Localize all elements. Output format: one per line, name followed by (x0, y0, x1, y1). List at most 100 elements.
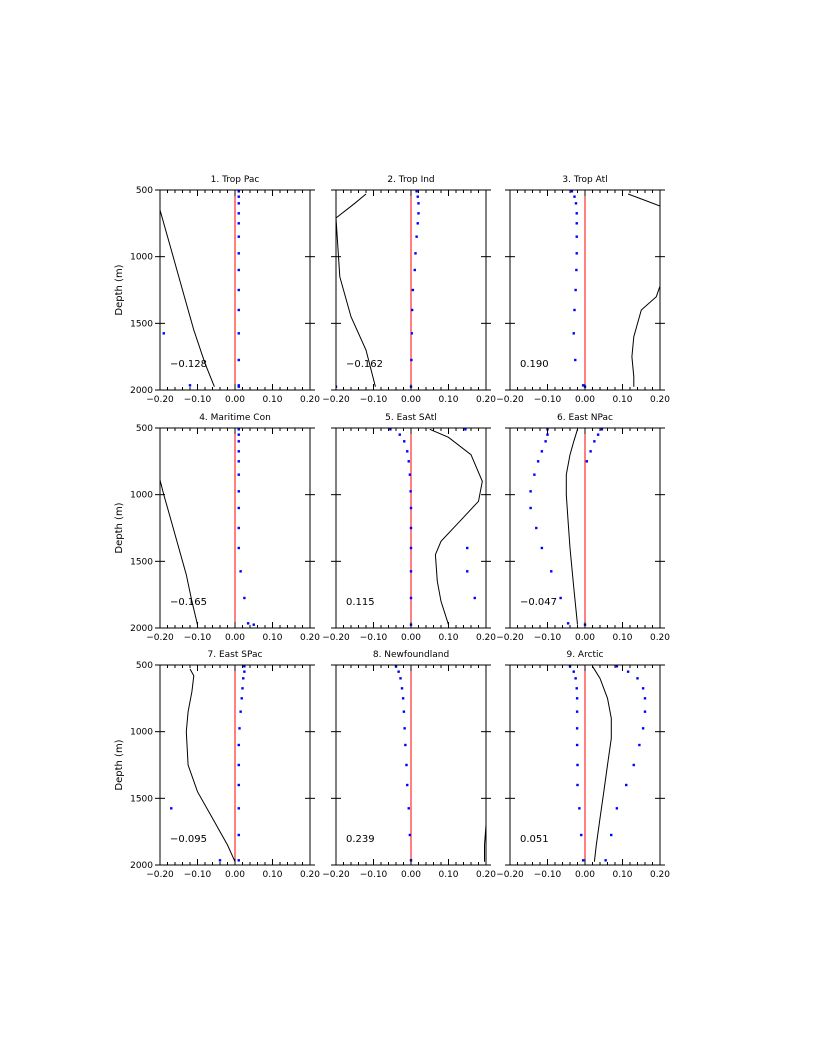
y-tick-label: 1000 (130, 253, 153, 263)
x-tick-label: −0.20 (322, 870, 350, 880)
data-point (403, 440, 406, 443)
data-point (575, 727, 579, 730)
data-point (409, 596, 413, 600)
data-point (409, 490, 412, 493)
data-point (536, 460, 540, 463)
profile-curve (627, 193, 660, 207)
data-point (414, 252, 417, 255)
data-point (575, 222, 578, 225)
correlation-label: −0.128 (170, 359, 207, 370)
profile-curve (592, 666, 612, 862)
x-tick-label: −0.10 (184, 633, 212, 643)
y-tick-label: 500 (136, 424, 153, 434)
panel-1: −0.20 −0.10 0.00 0.10 0.20 500 1000 1500 2000 Dep… (114, 175, 320, 405)
data-point (410, 358, 413, 362)
x-tick-label: 0.20 (650, 870, 670, 880)
data-point (237, 473, 240, 476)
panel-data (389, 428, 483, 628)
data-point (398, 433, 401, 436)
data-point (416, 222, 419, 225)
panel-title: 5. East SAtl (385, 413, 437, 423)
data-point (237, 859, 240, 862)
data-point (643, 697, 647, 700)
data-point (417, 202, 420, 205)
panel-2: −0.20 −0.10 0.00 0.10 0.20 2. Trop Ind −0.162 (322, 175, 496, 405)
y-tick-label: 2000 (130, 386, 153, 396)
data-point (237, 308, 240, 312)
panel-title: 7. East SPac (208, 650, 263, 660)
data-point (415, 190, 418, 193)
panel-5: −0.20 −0.10 0.00 0.10 0.20 5. East SAtl 0.115 (322, 413, 496, 643)
data-point (237, 428, 240, 431)
x-tick-label: 0.00 (575, 633, 595, 643)
data-point (572, 670, 575, 673)
data-point (464, 428, 467, 431)
data-point (610, 833, 613, 837)
data-point (544, 440, 547, 443)
data-point (237, 526, 240, 530)
data-point (416, 195, 419, 198)
data-point (246, 622, 250, 625)
data-point (240, 697, 243, 700)
data-point (576, 783, 579, 787)
y-tick-label: 1500 (130, 557, 153, 567)
data-point (408, 833, 412, 837)
data-point (239, 710, 242, 713)
data-point (409, 546, 413, 550)
data-point (406, 450, 409, 453)
data-point (585, 460, 589, 463)
x-tick-label: −0.20 (496, 395, 524, 405)
correlation-label: −0.162 (346, 359, 383, 370)
x-tick-label: 0.20 (476, 633, 496, 643)
data-point (237, 195, 240, 198)
x-tick-label: 0.20 (650, 395, 670, 405)
x-tick-label: −0.10 (534, 395, 562, 405)
y-tick-label: 1000 (130, 728, 153, 738)
x-tick-label: 0.00 (225, 395, 245, 405)
data-point (188, 384, 192, 387)
data-point (535, 526, 538, 530)
y-tick-label: 1000 (130, 491, 153, 501)
data-point (575, 268, 578, 272)
y-tick-label: 2000 (130, 624, 153, 634)
x-tick-label: −0.20 (146, 395, 174, 405)
data-point (404, 743, 407, 747)
data-point (397, 670, 400, 673)
data-point (600, 428, 604, 431)
data-point (409, 526, 413, 530)
data-point (237, 440, 240, 443)
x-tick-label: 0.10 (438, 870, 458, 880)
data-point (407, 460, 410, 463)
data-point (237, 384, 240, 387)
data-point (626, 670, 630, 673)
data-point (643, 710, 647, 713)
data-point (241, 687, 244, 690)
x-tick-label: 0.10 (438, 633, 458, 643)
data-point (237, 268, 240, 272)
data-point (237, 358, 240, 362)
x-tick-label: −0.10 (184, 870, 212, 880)
data-point (237, 212, 240, 215)
correlation-label: 0.051 (520, 834, 549, 845)
data-point (162, 332, 165, 335)
x-tick-label: −0.20 (496, 870, 524, 880)
data-point (589, 450, 592, 453)
data-point (466, 570, 469, 573)
data-point (413, 268, 416, 272)
data-point (615, 665, 619, 668)
x-tick-label: −0.20 (322, 633, 350, 643)
panel-6: −0.20 −0.10 0.00 0.10 0.20 6. East NPac −0.047 (496, 413, 670, 643)
data-point (252, 623, 255, 626)
x-tick-label: 0.10 (262, 633, 282, 643)
x-tick-label: 0.10 (612, 395, 632, 405)
x-tick-label: 0.00 (225, 633, 245, 643)
x-tick-label: −0.10 (534, 870, 562, 880)
x-tick-label: 0.20 (650, 633, 670, 643)
correlation-label: 0.115 (346, 597, 375, 608)
data-point (574, 288, 577, 292)
correlation-label: −0.165 (170, 597, 207, 608)
panel-data (170, 665, 246, 865)
panel-4: −0.20 −0.10 0.00 0.10 0.20 500 1000 1500 2000 Dep… (114, 413, 320, 643)
x-tick-label: 0.20 (300, 395, 320, 405)
y-axis-label: Depth (m) (114, 502, 125, 553)
